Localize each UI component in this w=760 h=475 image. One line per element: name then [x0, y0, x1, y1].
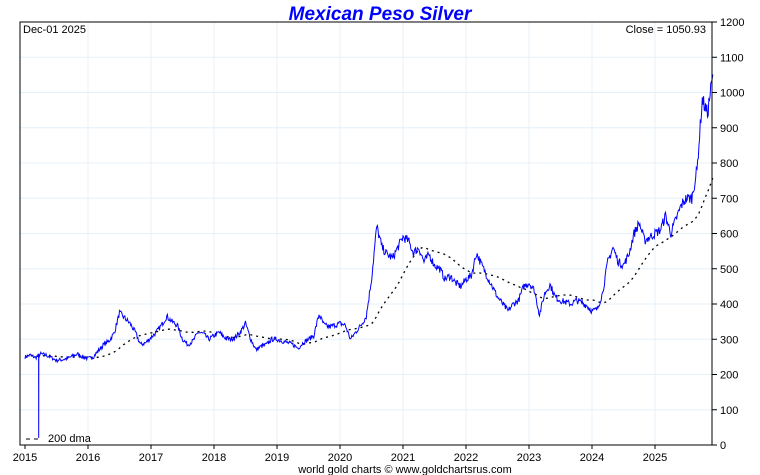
y-tick-label: 200	[720, 370, 738, 382]
y-tick-label: 400	[720, 299, 738, 311]
date-label: Dec-01 2025	[23, 24, 86, 36]
x-tick-label: 2018	[202, 452, 226, 464]
plot-frame	[19, 21, 713, 446]
x-tick-label: 2020	[328, 452, 352, 464]
chart-title: Mexican Peso Silver	[289, 4, 473, 25]
y-tick-label: 600	[720, 229, 738, 241]
x-tick-label: 2015	[13, 452, 37, 464]
y-tick-label: 700	[720, 193, 738, 205]
x-tick-label: 2016	[76, 452, 100, 464]
x-tick-label: 2024	[580, 452, 604, 464]
x-axis: 2015 2016 2017 2018 2019 2020 2021 2022 2023 2024…	[13, 445, 667, 464]
y-tick-label: 1200	[720, 17, 744, 29]
price-line	[24, 74, 714, 438]
x-tick-label: 2025	[643, 452, 667, 464]
grid	[20, 22, 712, 445]
y-tick-label: 100	[720, 405, 738, 417]
x-tick-label: 2022	[454, 452, 478, 464]
y-tick-label: 1000	[720, 88, 744, 100]
footer-credit: world gold charts © www.goldchartsrus.co…	[297, 464, 512, 475]
y-tick-label: 1100	[720, 52, 744, 64]
x-tick-label: 2017	[139, 452, 163, 464]
y-tick-label: 300	[720, 334, 738, 346]
dma-line	[24, 177, 714, 359]
x-tick-label: 2021	[391, 452, 415, 464]
y-axis: 0 100 200 300 400 500 600 700 800 900 1000 1100 1200	[712, 17, 744, 452]
legend-dma-label: 200 dma	[48, 433, 92, 445]
y-tick-label: 0	[720, 440, 726, 452]
y-tick-label: 800	[720, 158, 738, 170]
y-tick-label: 500	[720, 264, 738, 276]
x-tick-label: 2019	[265, 452, 289, 464]
y-tick-label: 900	[720, 123, 738, 135]
x-tick-label: 2023	[517, 452, 541, 464]
close-label: Close = 1050.93	[626, 24, 706, 36]
